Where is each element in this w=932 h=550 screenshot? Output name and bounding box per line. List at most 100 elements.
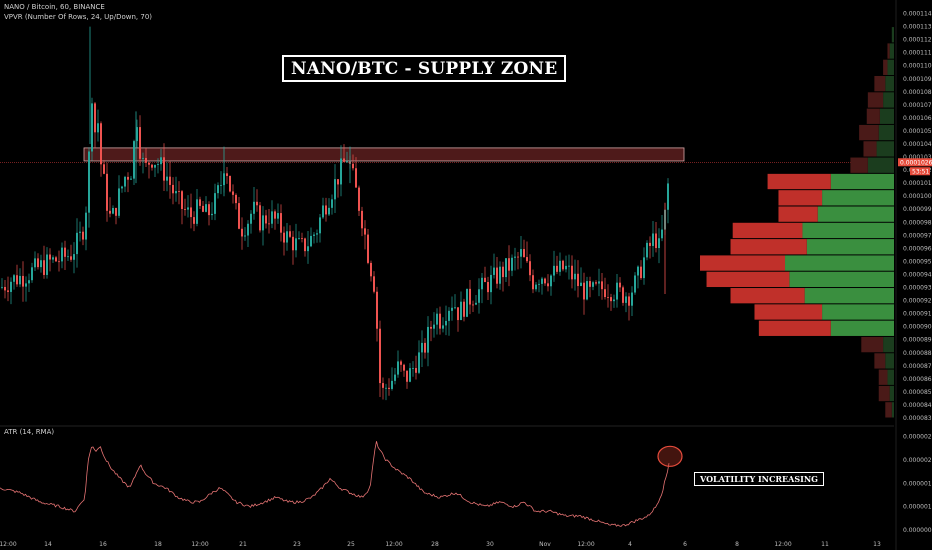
- candle-body: [637, 266, 639, 276]
- candle-body: [448, 310, 450, 321]
- candle-body: [442, 325, 444, 329]
- volume-profile-up-bar: [883, 336, 894, 353]
- candle-body: [655, 233, 657, 249]
- candle-body: [370, 262, 372, 277]
- candle-body: [484, 277, 486, 282]
- candle-body: [421, 342, 423, 353]
- candle-body: [469, 288, 471, 305]
- volume-profile-down-bar: [706, 271, 790, 288]
- atr-highlight-circle: [657, 445, 683, 467]
- candle-body: [67, 256, 69, 258]
- candle-body: [190, 207, 192, 218]
- candle-body: [592, 282, 594, 287]
- candle-body: [415, 368, 417, 373]
- x-tick-label: 21: [239, 541, 247, 548]
- candle-body: [403, 364, 405, 371]
- current-price-badge: [898, 158, 932, 167]
- volume-profile-up-bar: [802, 222, 894, 239]
- candle-body: [58, 261, 60, 263]
- candle-body: [1, 286, 3, 288]
- candle-body: [202, 205, 204, 212]
- candle-body: [301, 238, 303, 240]
- volume-profile-down-bar: [883, 59, 888, 75]
- candle-body: [439, 313, 441, 329]
- candle-body: [271, 211, 273, 224]
- candle-body: [184, 209, 186, 210]
- x-tick-label: 12:00: [774, 541, 791, 548]
- volume-profile-up-bar: [883, 92, 894, 108]
- candle-body: [124, 176, 126, 187]
- candle-body: [253, 201, 255, 214]
- candle-body: [310, 235, 312, 247]
- candle-body: [232, 191, 234, 195]
- candle-body: [616, 282, 618, 300]
- candle-body: [511, 257, 513, 271]
- candle-body: [622, 287, 624, 303]
- candle-body: [385, 387, 387, 389]
- candle-body: [352, 163, 354, 169]
- candle-body: [409, 368, 411, 382]
- candle-body: [646, 242, 648, 258]
- candle-body: [649, 242, 651, 246]
- candle-body: [391, 380, 393, 389]
- volume-profile-up-bar: [822, 190, 894, 206]
- candle-body: [652, 233, 654, 246]
- volume-profile-down-bar: [850, 157, 868, 173]
- candle-body: [328, 207, 330, 215]
- candle-body: [430, 326, 432, 329]
- candle-body: [235, 194, 237, 204]
- volatility-annotation: VOLATILITY INCREASING: [694, 472, 824, 486]
- volume-profile-down-bar: [867, 92, 884, 108]
- volume-profile-up-bar: [867, 157, 894, 173]
- volume-profile-up-bar: [804, 288, 894, 304]
- candle-body: [196, 199, 198, 224]
- candle-body: [181, 191, 183, 210]
- candle-body: [244, 235, 246, 237]
- candle-body: [538, 283, 540, 285]
- atr-y-tick-label: 0.0000005: [903, 527, 932, 534]
- candle-body: [661, 229, 663, 239]
- candle-body: [217, 185, 219, 194]
- candle-body: [211, 213, 213, 216]
- candle-body: [133, 141, 135, 179]
- volume-profile-up-bar: [885, 353, 894, 369]
- candle-body: [85, 212, 87, 240]
- candle-body: [475, 302, 477, 305]
- candle-body: [226, 173, 228, 176]
- candle-body: [238, 203, 240, 229]
- candle-body: [463, 301, 465, 317]
- candle-body: [541, 278, 543, 284]
- candle-body: [406, 370, 408, 382]
- candle-body: [94, 103, 96, 133]
- candle-body: [97, 123, 99, 133]
- volume-profile-up-bar: [785, 255, 894, 271]
- candle-body: [595, 282, 597, 284]
- candle-body: [82, 231, 84, 240]
- candle-body: [565, 265, 567, 270]
- candle-body: [628, 296, 630, 306]
- candle-body: [274, 211, 276, 219]
- candle-body: [178, 191, 180, 192]
- volume-profile-up-bar: [889, 385, 894, 402]
- candle-body: [580, 282, 582, 287]
- candle-body: [277, 213, 279, 219]
- volume-profile-down-bar: [730, 239, 807, 255]
- volume-profile-down-bar: [754, 304, 823, 320]
- candle-body: [412, 368, 414, 369]
- candle-body: [220, 185, 222, 186]
- candle-body: [169, 176, 171, 185]
- candle-body: [523, 249, 525, 258]
- candle-body: [517, 256, 519, 258]
- candle-body: [208, 204, 210, 216]
- candle-body: [151, 164, 153, 168]
- candle-body: [544, 278, 546, 284]
